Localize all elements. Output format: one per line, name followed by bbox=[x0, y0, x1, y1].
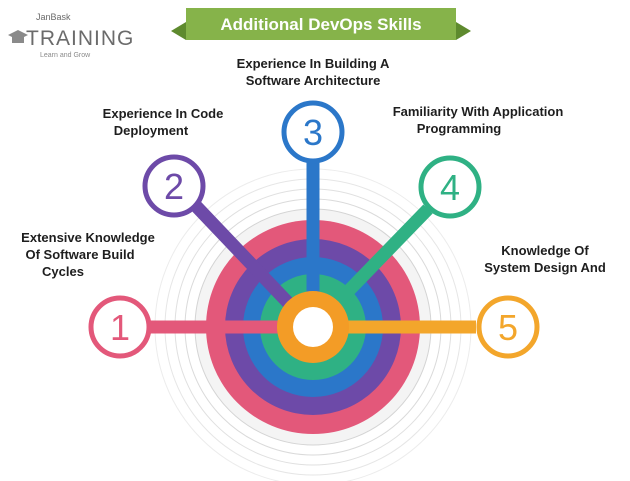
skill-2-line-1: Experience In Code bbox=[103, 106, 224, 121]
skill-number-1: 1 bbox=[110, 307, 130, 348]
skill-1-line-1: Extensive Knowledge bbox=[21, 230, 155, 245]
skill-5-line-2: System Design And bbox=[484, 260, 606, 275]
connector-2 bbox=[191, 201, 300, 315]
banner-title: Additional DevOps Skills bbox=[220, 15, 421, 34]
logo-brand-main: TRAINING bbox=[26, 27, 134, 50]
skill-number-5: 5 bbox=[498, 307, 518, 348]
skill-node-5: 5 bbox=[476, 295, 540, 359]
skill-label-4: Familiarity With Application Programming bbox=[393, 104, 564, 136]
skill-5-line-1: Knowledge Of bbox=[501, 243, 589, 258]
skill-node-3: 3 bbox=[281, 100, 345, 164]
skill-2-line-2: Deployment bbox=[114, 123, 189, 138]
skill-label-2: Experience In Code Deployment bbox=[103, 106, 224, 138]
connectors bbox=[150, 160, 476, 334]
skill-label-1: Extensive Knowledge Of Software Build Cy… bbox=[21, 230, 155, 279]
skill-3-line-2: Software Architecture bbox=[246, 73, 381, 88]
skill-3-line-1: Experience In Building A bbox=[237, 56, 390, 71]
skill-number-3: 3 bbox=[303, 112, 323, 153]
skill-number-4: 4 bbox=[440, 167, 460, 208]
skill-label-5: Knowledge Of System Design And bbox=[484, 243, 606, 275]
skill-4-line-1: Familiarity With Application bbox=[393, 104, 564, 119]
skill-4-line-2: Programming bbox=[417, 121, 502, 136]
skill-label-3: Experience In Building A Software Archit… bbox=[237, 56, 390, 88]
logo-brand-top: JanBask bbox=[36, 12, 71, 22]
title-banner: Additional DevOps Skills bbox=[171, 8, 471, 40]
logo-hat-icon bbox=[8, 30, 28, 43]
skill-node-2: 2 bbox=[142, 154, 206, 218]
skill-node-4: 4 bbox=[418, 155, 482, 219]
logo-tagline: Learn and Grow bbox=[40, 52, 91, 59]
skill-1-line-2: Of Software Build bbox=[25, 247, 134, 262]
hub-center bbox=[277, 291, 349, 363]
skill-number-2: 2 bbox=[164, 166, 184, 207]
skill-node-1: 1 bbox=[88, 295, 152, 359]
brand-logo: JanBask TRAINING Learn and Grow bbox=[8, 12, 134, 59]
skill-1-line-3: Cycles bbox=[42, 264, 84, 279]
connector-4 bbox=[325, 204, 433, 315]
